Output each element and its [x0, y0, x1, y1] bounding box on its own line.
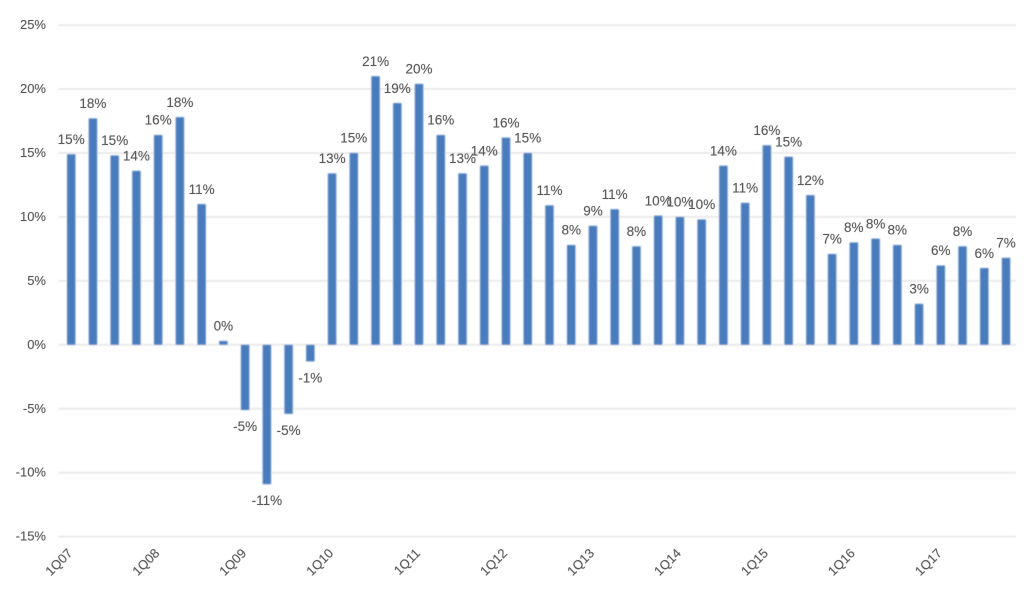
svg-text:8%: 8% [953, 224, 973, 239]
svg-text:15%: 15% [775, 135, 802, 150]
svg-text:8%: 8% [888, 223, 908, 238]
svg-text:15%: 15% [340, 131, 367, 146]
svg-text:3%: 3% [909, 282, 929, 297]
svg-text:8%: 8% [844, 220, 864, 235]
svg-text:19%: 19% [384, 81, 411, 96]
svg-text:16%: 16% [492, 115, 519, 130]
svg-text:5%: 5% [27, 273, 46, 288]
svg-text:16%: 16% [145, 113, 172, 128]
svg-text:-1%: -1% [298, 370, 322, 385]
svg-text:20%: 20% [405, 62, 432, 77]
svg-text:11%: 11% [536, 183, 562, 198]
svg-text:-5%: -5% [23, 401, 47, 416]
svg-text:16%: 16% [427, 113, 454, 128]
svg-text:18%: 18% [79, 96, 106, 111]
svg-text:11%: 11% [732, 181, 758, 196]
svg-text:14%: 14% [710, 143, 737, 158]
svg-text:8%: 8% [866, 216, 886, 231]
svg-text:13%: 13% [319, 151, 346, 166]
svg-text:7%: 7% [822, 232, 842, 247]
svg-text:6%: 6% [975, 246, 995, 261]
svg-text:-11%: -11% [252, 493, 283, 508]
svg-text:11%: 11% [189, 182, 215, 197]
svg-text:11%: 11% [602, 187, 628, 202]
svg-text:15%: 15% [58, 132, 85, 147]
svg-text:15%: 15% [101, 133, 128, 148]
svg-text:9%: 9% [583, 204, 603, 219]
svg-text:-5%: -5% [233, 419, 257, 434]
svg-text:16%: 16% [753, 123, 780, 138]
svg-text:15%: 15% [20, 145, 46, 160]
svg-text:10%: 10% [688, 197, 715, 212]
svg-text:8%: 8% [561, 223, 581, 238]
svg-text:21%: 21% [362, 54, 389, 69]
svg-text:14%: 14% [471, 143, 498, 158]
svg-text:-10%: -10% [16, 465, 47, 480]
svg-text:8%: 8% [627, 224, 647, 239]
svg-text:10%: 10% [666, 195, 693, 210]
svg-text:18%: 18% [166, 95, 193, 110]
svg-text:-15%: -15% [16, 529, 47, 544]
svg-text:0%: 0% [27, 337, 46, 352]
svg-text:7%: 7% [996, 236, 1016, 251]
svg-text:6%: 6% [931, 243, 951, 258]
svg-text:13%: 13% [449, 151, 476, 166]
svg-text:25%: 25% [20, 17, 46, 32]
svg-text:10%: 10% [645, 193, 672, 208]
svg-text:-5%: -5% [277, 423, 301, 438]
svg-text:15%: 15% [514, 131, 541, 146]
svg-text:10%: 10% [20, 209, 46, 224]
svg-text:12%: 12% [797, 173, 824, 188]
svg-text:20%: 20% [20, 81, 46, 96]
svg-text:0%: 0% [214, 319, 234, 334]
svg-text:14%: 14% [123, 149, 150, 164]
